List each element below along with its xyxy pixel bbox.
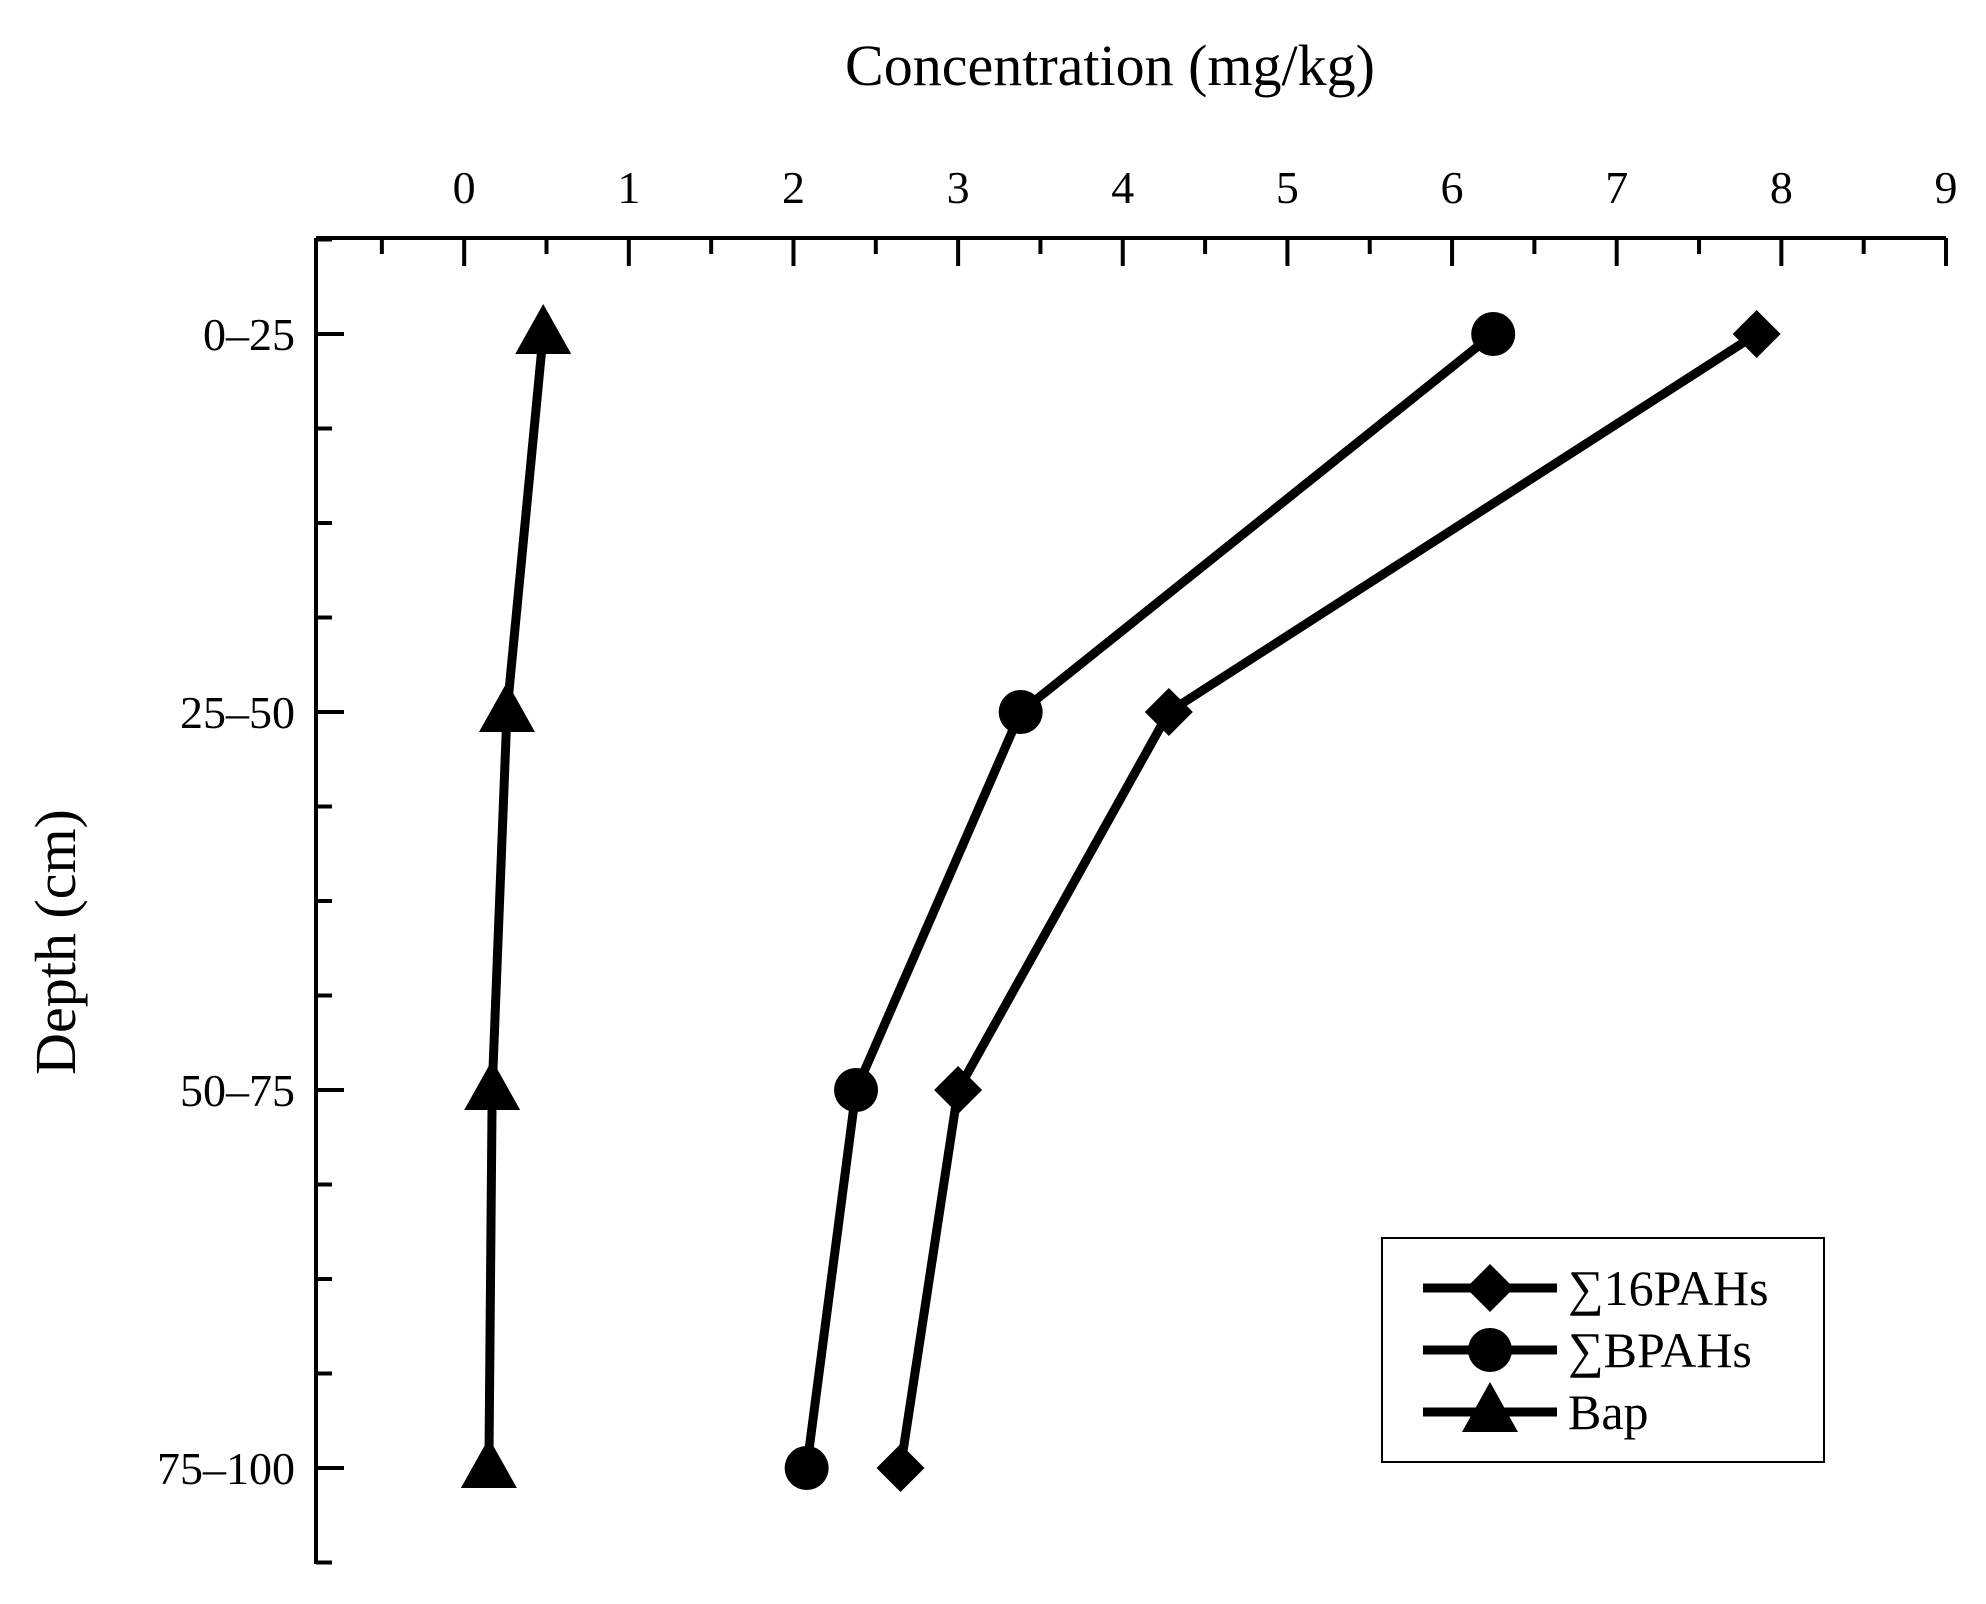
y-tick-label: 50–75 bbox=[180, 1065, 295, 1116]
data-point bbox=[1471, 312, 1516, 356]
y-tick-label: 25–50 bbox=[180, 687, 295, 738]
y-tick-label: 0–25 bbox=[203, 309, 295, 360]
data-point bbox=[784, 1446, 829, 1490]
data-point bbox=[478, 682, 535, 732]
x-tick-label: 3 bbox=[947, 162, 970, 213]
series-line bbox=[896, 330, 1760, 1469]
data-point bbox=[515, 304, 572, 354]
data-point bbox=[1732, 310, 1781, 358]
legend-marker bbox=[1468, 1328, 1512, 1372]
legend-label: ∑BPAHs bbox=[1568, 1322, 1752, 1378]
series-circle bbox=[784, 312, 1516, 1490]
legend-label: Bap bbox=[1568, 1384, 1649, 1440]
x-tick-label: 1 bbox=[617, 162, 640, 213]
series-layer bbox=[460, 304, 1781, 1492]
x-tick-label: 0 bbox=[453, 162, 476, 213]
x-axis-title: Concentration (mg/kg) bbox=[845, 33, 1375, 98]
data-point bbox=[998, 690, 1043, 734]
series-line bbox=[802, 330, 1497, 1469]
data-point bbox=[1144, 688, 1193, 736]
series-diamond bbox=[876, 310, 1781, 1492]
data-point bbox=[460, 1438, 517, 1488]
legend: ∑16PAHs ∑BPAHs Bap bbox=[1381, 1237, 1825, 1463]
x-tick-label: 8 bbox=[1770, 162, 1793, 213]
data-point bbox=[834, 1068, 879, 1112]
series-triangle bbox=[460, 304, 572, 1488]
x-tick-label: 7 bbox=[1605, 162, 1628, 213]
x-tick-label: 6 bbox=[1441, 162, 1464, 213]
series-line bbox=[484, 333, 548, 1469]
y-axis-title: Depth (cm) bbox=[23, 809, 88, 1075]
data-point bbox=[876, 1444, 925, 1492]
x-tick-label: 5 bbox=[1276, 162, 1299, 213]
y-tick-label: 75–100 bbox=[157, 1443, 295, 1494]
data-point bbox=[464, 1060, 521, 1110]
data-point bbox=[934, 1066, 983, 1114]
legend-marker bbox=[1462, 1382, 1518, 1432]
x-tick-label: 4 bbox=[1111, 162, 1134, 213]
x-tick-label: 9 bbox=[1935, 162, 1958, 213]
legend-label: ∑16PAHs bbox=[1568, 1260, 1769, 1316]
x-tick-label: 2 bbox=[782, 162, 805, 213]
legend-marker bbox=[1466, 1264, 1514, 1312]
axes: 0 1 2 3 4 5 6 7 8 9 0–25 25–50 50–75 75–100 bbox=[157, 162, 1958, 1565]
